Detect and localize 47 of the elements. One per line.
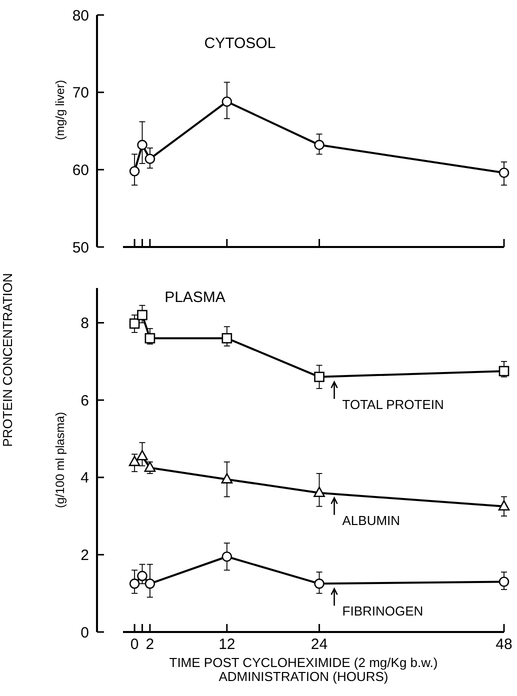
point — [144, 462, 156, 472]
text: CYTOSOL — [204, 35, 276, 52]
point — [137, 570, 148, 582]
x-axis-title: TIME POST CYCLOHEXIMIDE (2 mg/Kg b.w.) ADMINISTRATION (HOURS) — [169, 655, 438, 684]
y-tick-label: 60 — [72, 162, 89, 179]
y-tick-label: 0 — [80, 624, 89, 642]
point — [128, 456, 140, 466]
y-tick-label: 2 — [80, 546, 89, 564]
y-tick-label: 8 — [80, 315, 89, 332]
point — [498, 500, 510, 511]
point — [137, 140, 148, 150]
point — [221, 473, 233, 484]
x-tick-label: 48 — [496, 636, 512, 653]
point — [222, 96, 232, 107]
y-axis-title: (mg/g liver) — [53, 80, 67, 140]
point — [129, 318, 140, 329]
point — [314, 486, 325, 498]
point — [137, 310, 148, 320]
x-tick-label: 2 — [146, 636, 154, 653]
legend-label: TOTAL PROTEIN — [342, 396, 444, 412]
y-tick-label: 50 — [72, 239, 89, 256]
y-axis-title: (g/100 ml plasma) — [53, 412, 67, 508]
point — [144, 578, 156, 589]
x-tick-label: 24 — [310, 636, 328, 653]
point — [222, 551, 232, 562]
point — [222, 333, 232, 344]
y-tick-label: 6 — [80, 392, 89, 410]
text: PROTEIN CONCENTRATION — [0, 273, 15, 447]
point — [314, 578, 324, 589]
y-tick-label: 4 — [80, 470, 89, 487]
point — [129, 578, 140, 589]
legend-label: FIBRINOGEN — [342, 604, 424, 619]
y-tick-label: 70 — [72, 84, 89, 102]
point — [129, 166, 140, 176]
point — [314, 140, 324, 150]
point — [136, 450, 148, 460]
y-tick-label: 80 — [72, 7, 89, 24]
point — [498, 576, 510, 587]
point — [144, 333, 156, 344]
x-tick-label: 0 — [130, 636, 139, 653]
point — [144, 154, 156, 164]
legend-label: ALBUMIN — [342, 512, 400, 528]
point — [498, 168, 510, 178]
chart-title: PLASMA — [164, 289, 226, 306]
point — [498, 366, 510, 376]
x-tick-label: 12 — [218, 636, 236, 653]
point — [314, 372, 324, 382]
